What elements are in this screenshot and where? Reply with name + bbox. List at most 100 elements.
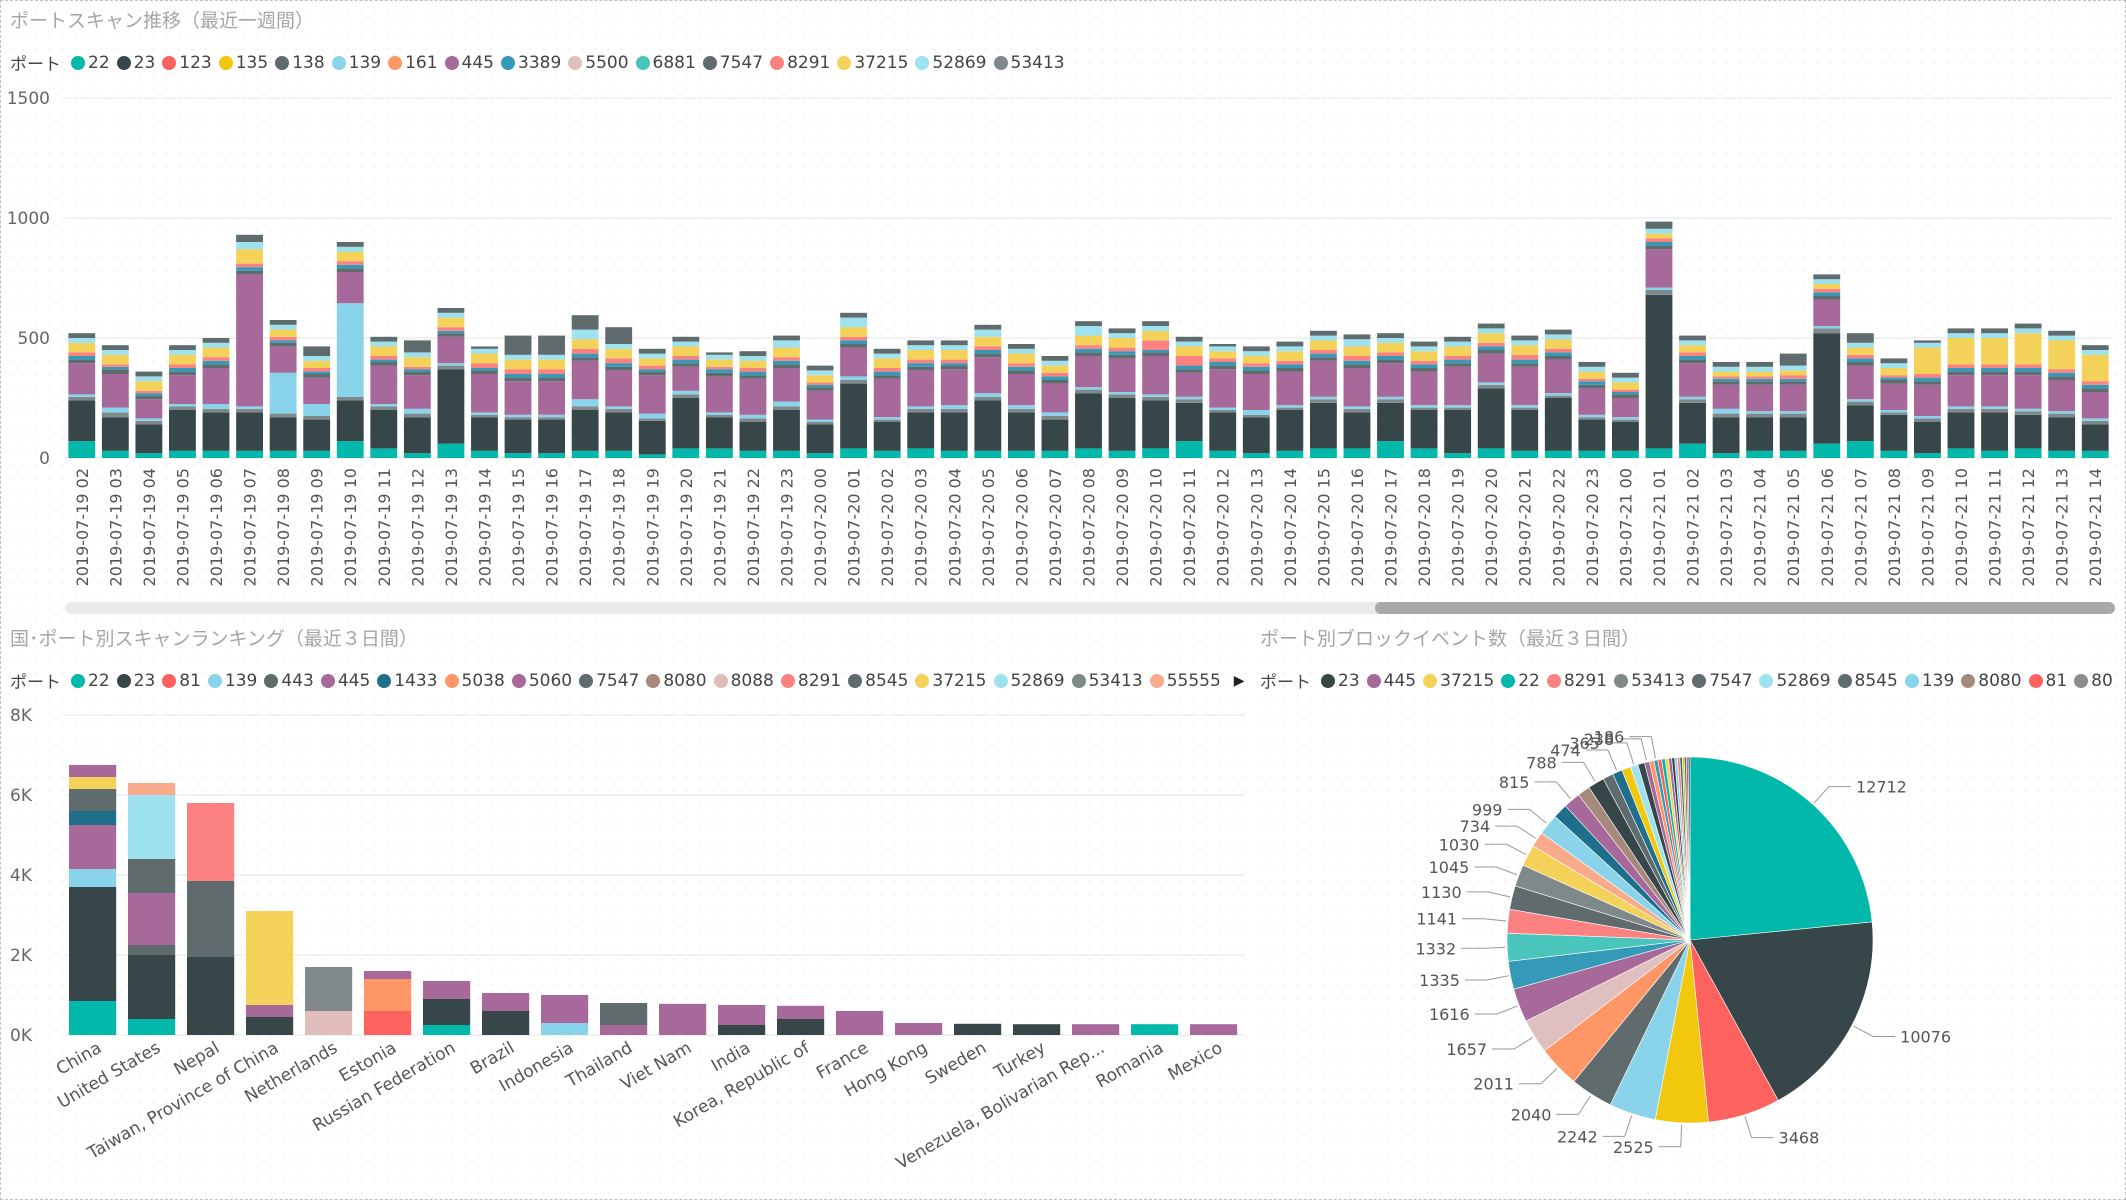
x-tick-label: 2019-07-19 18 xyxy=(610,468,629,586)
chart1-scrollbar-thumb[interactable] xyxy=(1375,602,2115,614)
legend-item[interactable]: 8291 xyxy=(770,53,830,73)
legend-item[interactable]: 22 xyxy=(71,671,110,691)
legend-item[interactable]: 8080 xyxy=(646,671,707,691)
legend-item[interactable]: 23 xyxy=(1321,671,1360,691)
bar-segment xyxy=(1209,346,1237,352)
bar-segment xyxy=(2048,380,2076,412)
legend-dot xyxy=(1071,673,1086,688)
legend-item[interactable]: 7547 xyxy=(702,53,763,73)
legend-item[interactable]: 6881 xyxy=(635,53,696,73)
chart1-scrollbar[interactable] xyxy=(65,602,2115,614)
legend-dot xyxy=(264,673,279,688)
bar-segment xyxy=(437,336,465,364)
pie-leader-line xyxy=(1813,786,1851,804)
chart2-legend[interactable]: ポート 22 23 81 139 443 445 1433 5038 5060 7547 8080 80… xyxy=(10,668,1245,694)
legend-item[interactable]: 138 xyxy=(275,53,325,73)
legend-item[interactable]: 8545 xyxy=(1837,671,1898,691)
legend-item[interactable]: 8291 xyxy=(780,670,842,691)
bar-segment xyxy=(68,394,96,397)
chart1-legend[interactable]: ポート 22 23 123 135 138 139 161 445 3389 5500 6881 754… xyxy=(10,50,1072,76)
legend-item[interactable]: 52869 xyxy=(1759,671,1831,691)
bar-segment xyxy=(873,353,901,359)
legend-next-arrow-icon[interactable]: ▶ xyxy=(1233,672,1245,689)
bar-segment xyxy=(806,419,834,422)
legend-item[interactable]: 8545 xyxy=(848,671,908,691)
legend-item[interactable]: 7547 xyxy=(1692,671,1752,691)
chart3-legend[interactable]: ポート 23 445 37215 22 8291 53413 7547 52869 8545 139… xyxy=(1260,668,2126,694)
bar-segment xyxy=(1880,412,1908,415)
bar-segment xyxy=(1108,354,1136,359)
legend-item[interactable]: 123 xyxy=(162,53,212,73)
x-tick-label: 2019-07-20 14 xyxy=(1281,468,1300,586)
legend-item[interactable]: 139 xyxy=(207,671,257,691)
bar-segment xyxy=(1041,380,1069,384)
legend-label: 8291 xyxy=(797,670,842,691)
bar-segment xyxy=(1947,333,1975,338)
legend-item[interactable]: 80 xyxy=(2074,671,2113,691)
bar-segment xyxy=(1377,356,1404,360)
legend-item[interactable]: 53413 xyxy=(1614,671,1685,691)
x-tick-label: 2019-07-20 11 xyxy=(1180,468,1199,586)
bar-segment xyxy=(128,955,176,1019)
bar-segment xyxy=(600,1025,648,1035)
bar-segment xyxy=(1410,371,1438,406)
legend-item[interactable]: 81 xyxy=(162,671,201,691)
bar-segment xyxy=(1309,340,1337,350)
legend-label: 445 xyxy=(461,52,494,73)
bar-segment xyxy=(504,417,532,420)
x-tick-label: 2019-07-20 21 xyxy=(1516,468,1535,586)
legend-item[interactable]: 22 xyxy=(71,53,110,73)
bar-segment xyxy=(1276,360,1304,365)
y-tick-label: 8K xyxy=(10,706,33,726)
bar-segment xyxy=(1309,360,1337,397)
legend-item[interactable]: 23 xyxy=(116,53,155,73)
pie-data-label: 2011 xyxy=(1473,1075,1514,1094)
legend-item[interactable]: 23 xyxy=(116,671,155,691)
bar-segment xyxy=(236,267,263,271)
legend-item[interactable]: 443 xyxy=(264,671,314,691)
legend-item[interactable]: 139 xyxy=(1904,671,1954,691)
legend-item[interactable]: 81 xyxy=(2028,671,2067,691)
bar-segment xyxy=(135,371,163,377)
legend-dot xyxy=(1501,673,1516,688)
legend-item[interactable]: 8291 xyxy=(1546,671,1607,691)
bar-segment xyxy=(471,368,498,371)
bar-segment xyxy=(2014,375,2042,409)
bar-segment xyxy=(1880,414,1908,451)
bar-segment xyxy=(1142,321,1170,326)
legend-item[interactable]: 5060 xyxy=(511,671,572,691)
legend-item[interactable]: 139 xyxy=(331,53,381,73)
bar-segment xyxy=(1578,378,1606,382)
legend-item[interactable]: 52869 xyxy=(993,671,1065,691)
legend-item[interactable]: 53413 xyxy=(1071,671,1143,691)
bar-segment xyxy=(1846,401,1874,406)
bar-segment xyxy=(873,375,901,379)
pie-data-label: 1335 xyxy=(1419,971,1460,990)
legend-dot xyxy=(1837,673,1852,688)
x-tick-label: 2019-07-19 22 xyxy=(744,468,763,586)
legend-item[interactable]: 7547 xyxy=(579,671,639,691)
bar-segment xyxy=(1746,366,1774,372)
legend-item[interactable]: 37215 xyxy=(915,671,987,691)
legend-item[interactable]: 135 xyxy=(218,53,268,73)
legend-item[interactable]: 8088 xyxy=(713,671,774,691)
legend-item[interactable]: 53413 xyxy=(993,53,1065,73)
legend-item[interactable]: 161 xyxy=(388,53,438,73)
bar-segment xyxy=(1175,341,1203,347)
legend-item[interactable]: 445 xyxy=(1366,671,1416,691)
legend-item[interactable]: 1433 xyxy=(377,671,438,691)
bar-segment xyxy=(672,363,700,367)
legend-item[interactable]: 5500 xyxy=(568,53,629,73)
legend-item[interactable]: 37215 xyxy=(1423,671,1494,691)
legend-item[interactable]: 445 xyxy=(444,52,494,73)
bar-segment xyxy=(1578,417,1606,420)
pie-data-label: 3468 xyxy=(1779,1129,1820,1148)
legend-item[interactable]: 445 xyxy=(320,671,370,691)
legend-item[interactable]: 52869 xyxy=(915,53,987,73)
legend-item[interactable]: 55555 xyxy=(1149,671,1221,691)
legend-item[interactable]: 5038 xyxy=(444,671,505,691)
legend-item[interactable]: 37215 xyxy=(837,53,908,73)
legend-item[interactable]: 8080 xyxy=(1961,671,2022,691)
legend-item[interactable]: 3389 xyxy=(501,53,561,73)
legend-item[interactable]: 22 xyxy=(1501,671,1540,691)
